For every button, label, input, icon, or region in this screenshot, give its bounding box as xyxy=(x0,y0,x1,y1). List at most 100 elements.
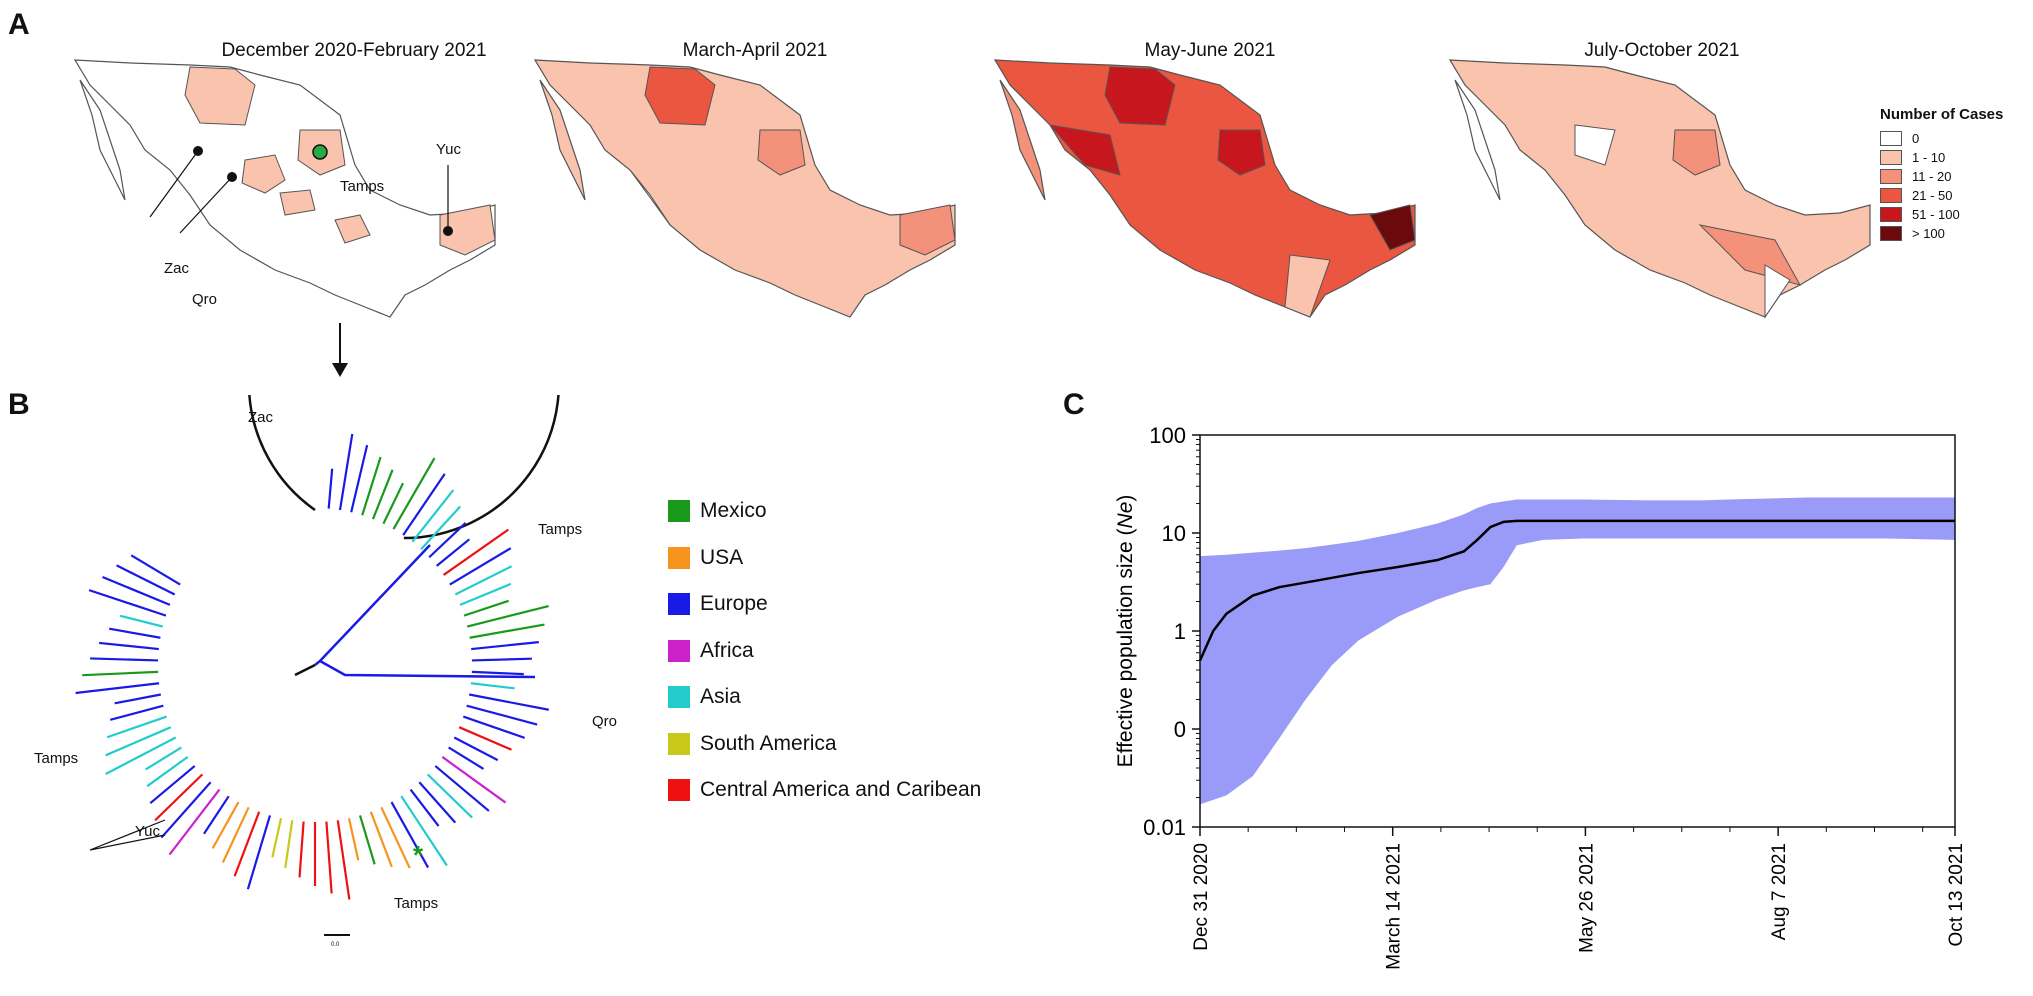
tree-tip-branch xyxy=(471,657,532,662)
tree-tip-branch xyxy=(246,815,272,890)
map-title-may-jun: May-June 2021 xyxy=(1144,40,1276,61)
map-title-jul-oct: July-October 2021 xyxy=(1584,40,1740,61)
tree-tip-branch xyxy=(284,820,294,868)
tree-tip-branch xyxy=(106,715,168,739)
y-tick-label: 0.01 xyxy=(1143,815,1186,840)
case-legend-label: 51 - 100 xyxy=(1912,207,1960,222)
region-legend-swatch xyxy=(668,779,690,802)
tree-tip-branch xyxy=(436,538,470,567)
tree-tip-branch xyxy=(434,765,490,812)
region-legend-label: USA xyxy=(700,545,744,569)
tree-tip-branch xyxy=(336,820,351,900)
tree-root-branch xyxy=(314,544,536,679)
case-legend-label: 21 - 50 xyxy=(1912,188,1953,203)
tree-label-qro: Qro xyxy=(592,713,618,730)
tree-tip-branch xyxy=(102,575,171,606)
tree-tip-branch xyxy=(466,704,538,726)
region-legend-item: Africa xyxy=(668,628,981,675)
map-may-jun xyxy=(993,59,1416,318)
tree-tip-branch xyxy=(75,682,160,695)
x-tick-label: Aug 7 2021 xyxy=(1769,843,1790,940)
region-legend-swatch xyxy=(668,500,690,523)
down-arrow-icon xyxy=(332,323,348,377)
tree-tip-branch xyxy=(459,582,512,606)
y-axis-label: Effective population size (Ne) xyxy=(1114,495,1137,768)
tree-tip-branch xyxy=(454,565,513,596)
map-title-dec-feb: December 2020-February 2021 xyxy=(221,40,487,61)
map-jul-oct xyxy=(1448,59,1871,319)
tree-tip-branch xyxy=(428,522,467,559)
tree-scale-bar xyxy=(324,934,350,936)
tree-tip-branch xyxy=(418,781,457,824)
case-legend-swatch xyxy=(1880,188,1902,203)
case-legend-swatch xyxy=(1880,169,1902,184)
tree-tip-branch xyxy=(469,623,545,639)
tree-backbone xyxy=(248,395,560,540)
tree-tip-branch xyxy=(114,693,162,705)
tamps-marker xyxy=(312,144,328,160)
region-legend-swatch xyxy=(668,593,690,616)
case-legend-title: Number of Cases xyxy=(1880,106,2004,123)
tree-tip-branch xyxy=(88,589,167,617)
tree-label-tamps-top: Tamps xyxy=(538,521,583,538)
tree-tip-branch xyxy=(154,773,204,822)
region-legend-swatch xyxy=(668,686,690,709)
tree-tip-branch xyxy=(420,505,462,550)
tree-tip-branch xyxy=(392,457,436,530)
panel-letter-c: C xyxy=(1063,388,1085,421)
tree-tip-branch xyxy=(221,806,250,864)
tree-tip-branch xyxy=(298,821,305,878)
panel-letter-a: A xyxy=(8,8,30,41)
tree-tip-branch xyxy=(203,795,230,835)
hpd-band xyxy=(1200,497,1955,805)
tree-tip-branch xyxy=(369,811,393,868)
tree-tip-branch xyxy=(149,765,196,805)
tree-tip-branch xyxy=(82,670,159,677)
tree-tip-branch xyxy=(338,433,354,511)
map-label-tamps: Tamps xyxy=(340,178,385,195)
tree-tip-branch xyxy=(358,815,376,865)
case-legend-swatch xyxy=(1880,207,1902,222)
tree-label-zac: Zac xyxy=(248,409,274,426)
x-tick-label: Dec 31 2020 xyxy=(1191,843,1212,951)
tree-tip-branch xyxy=(382,482,405,525)
x-tick-label: May 26 2021 xyxy=(1576,843,1597,953)
tree-tip-branch xyxy=(400,795,448,867)
tree-tip-branch xyxy=(211,801,240,849)
tree-tip-branch xyxy=(119,614,164,628)
region-legend-item: Europe xyxy=(668,581,981,628)
y-tick-label: 100 xyxy=(1149,423,1186,448)
region-legend-item: Asia xyxy=(668,674,981,721)
case-legend-swatch xyxy=(1880,226,1902,241)
y-tick-label: 10 xyxy=(1162,521,1186,546)
case-legend-item: 0 xyxy=(1880,129,2003,148)
map-label-qro: Qro xyxy=(192,291,218,308)
region-legend-label: Europe xyxy=(700,592,768,616)
tree-tip-branch xyxy=(325,821,333,894)
tree-tip-branch xyxy=(453,736,499,762)
tree-scale-label: 0.0 xyxy=(331,942,340,948)
tree-tip-branch xyxy=(371,469,394,520)
tree-tip-branch xyxy=(411,489,455,543)
case-legend-item: 21 - 50 xyxy=(1880,186,2003,205)
tree-tip-branch xyxy=(130,554,181,586)
tree-tip-branch xyxy=(160,781,212,839)
tree-tip-branch xyxy=(409,788,440,827)
ne-chart: 0.01 0 1 10 100 Dec 31 2020 March 14 2021 May 2… xyxy=(1114,423,1967,970)
case-legend-item: 11 - 20 xyxy=(1880,167,2003,186)
case-legend-label: 11 - 20 xyxy=(1912,169,1952,184)
tree-tip-branch xyxy=(449,547,512,586)
tree-tip-branch xyxy=(462,715,526,739)
tree-tip-branch xyxy=(468,693,549,711)
tree-tip-branch xyxy=(271,818,283,858)
tree-tip-branch xyxy=(105,726,172,757)
region-legend-swatch xyxy=(668,732,690,755)
case-legend-item: 1 - 10 xyxy=(1880,148,2003,167)
tree-tip-branch xyxy=(470,682,515,690)
tree-tip-branch xyxy=(448,746,485,770)
map-label-yuc: Yuc xyxy=(436,141,462,158)
map-dec-feb xyxy=(73,59,496,318)
tree-tip-branch xyxy=(347,818,360,861)
median-ne-line xyxy=(1198,519,1955,662)
tree-tip-branch xyxy=(90,657,159,662)
